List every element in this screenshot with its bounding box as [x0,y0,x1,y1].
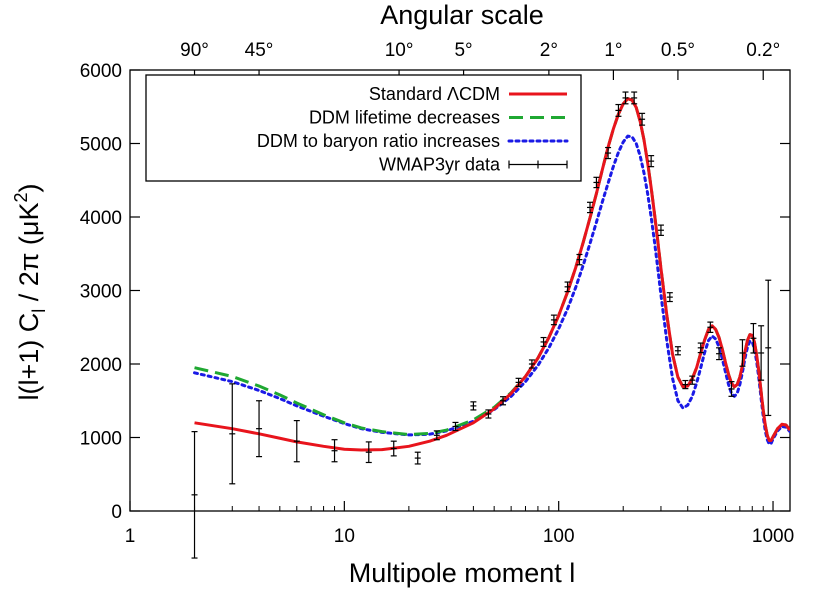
legend-label: Standard ΛCDM [369,84,500,104]
errorbar-point [500,396,507,406]
legend-entry: DDM lifetime decreases [309,108,567,128]
y-axis-title-end: ) [14,184,44,193]
errorbar-point [631,91,638,105]
errorbar-point [256,400,263,458]
top-tick-label: 1° [604,40,622,61]
errorbar-point [414,451,421,465]
errorbar-point [452,421,459,432]
errorbar-point [587,201,594,214]
errorbar-point [515,377,522,388]
legend-box [145,74,582,182]
top-tick-label: 0.5° [661,40,695,61]
legend-entry: Standard ΛCDM [369,84,567,104]
x-tick-label: 1000 [752,526,794,547]
x-tick-label: 100 [543,526,575,547]
legend-entry: WMAP3yr data [379,155,568,175]
errorbar-point [750,322,757,354]
errorbar-point [365,441,372,464]
errorbar-point [674,346,681,356]
errorbar-point [716,347,723,361]
y-axis-tick-labels: 0 1000 2000 3000 4000 5000 6000 [80,61,122,523]
top-axis-tick-labels: 90° 45° 10° 5° 2° 1° 0.5° 0.2° [180,40,780,61]
y-axis-title-middle: / 2π (μK [14,203,44,309]
top-tick-label: 10° [385,40,414,61]
x-axis-tick-labels: 1 10 100 1000 [125,526,794,547]
errorbar-point [229,383,236,485]
y-tick-label: 0 [111,502,122,523]
errorbar-point [657,224,664,236]
errorbar-point [765,279,772,417]
legend: Standard ΛCDM DDM lifetime decreases DDM t… [145,74,582,182]
errorbar-point [528,359,535,369]
y-tick-label: 6000 [80,61,122,82]
wmap-errorbars [191,91,772,559]
errorbar-point [697,342,704,354]
legend-entries: Standard ΛCDM DDM lifetime decreases DDM t… [257,84,569,175]
top-tick-label: 90° [180,40,209,61]
y-axis-title-subscript: l [29,309,49,313]
top-tick-label: 2° [540,40,558,61]
y-tick-label: 2000 [80,355,122,376]
top-tick-label: 0.2° [746,40,780,61]
errorbar-point [605,146,612,160]
errorbar-point [639,112,646,126]
errorbar-point [739,339,746,367]
errorbar-point [293,419,300,463]
errorbar-point [433,430,440,441]
y-axis-title-superscript: 2 [11,193,31,203]
x-tick-label: 10 [334,526,355,547]
errorbar-point [593,176,600,189]
x-tick-label: 1 [125,526,136,547]
errorbar-point [331,439,338,463]
top-tick-label: 45° [245,40,274,61]
series-line-standard-cdm [194,97,790,452]
y-tick-label: 1000 [80,429,122,450]
legend-label: DDM to baryon ratio increases [257,131,500,151]
errorbar-point [576,253,583,266]
top-tick-label: 5° [454,40,472,61]
errorbar-point [615,103,622,117]
errorbar-point [758,325,765,381]
legend-entry: DDM to baryon ratio increases [257,131,569,151]
errorbar-point [682,379,689,390]
series-group [193,97,790,452]
top-axis-title: Angular scale [380,0,544,30]
legend-label: WMAP3yr data [379,155,501,175]
errorbar-point [485,409,492,419]
y-axis-title: l(l+1) Cl / 2π (μK2) [11,184,49,401]
errorbar-point [390,440,397,457]
errorbar-point [689,375,696,385]
errorbar-point [191,431,198,559]
y-tick-label: 5000 [80,135,122,156]
y-tick-label: 3000 [80,282,122,303]
errorbar-point [470,401,477,411]
errorbar-point [540,336,547,347]
errorbar-point [648,155,655,168]
errorbar-point [564,281,571,293]
y-axis-title-main: l(l+1) C [14,313,44,401]
y-tick-label: 4000 [80,208,122,229]
legend-label: DDM lifetime decreases [309,108,500,128]
errorbar-point [622,91,629,105]
errorbar-point [550,314,557,326]
errorbar-point [707,321,714,333]
x-axis-title: Multipole moment l [349,558,576,588]
errorbar-point [728,381,735,397]
errorbar-point [666,292,673,303]
